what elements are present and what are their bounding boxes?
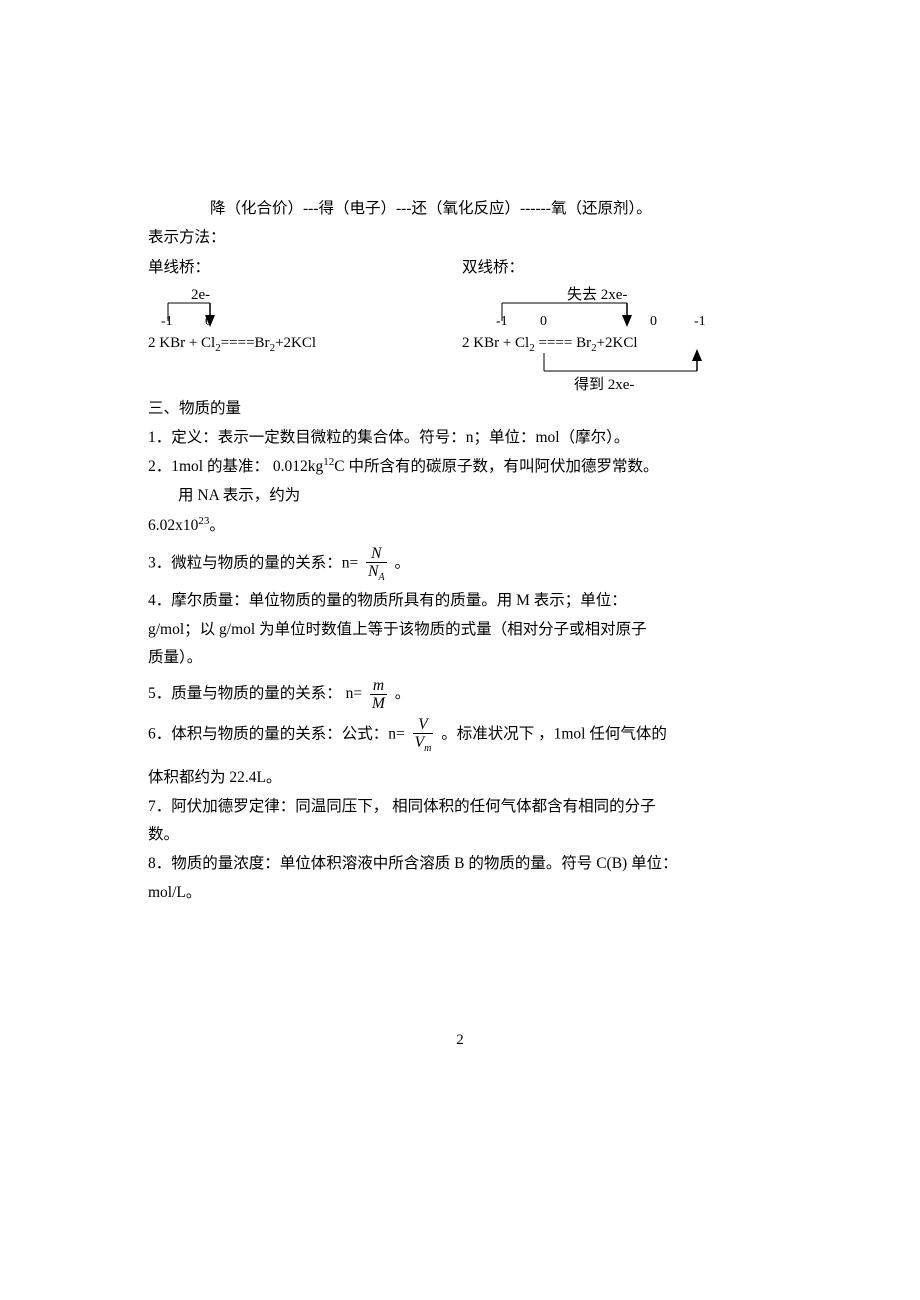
sec3-p7a: 7．阿伏加德罗定律：同温同压下， 相同体积的任何气体都含有相同的分子 (148, 793, 772, 822)
fraction-n-na: N NA (366, 545, 386, 583)
lose-label: 失去 2xe- (567, 286, 627, 303)
dbl-ox-1: -1 (496, 314, 508, 329)
single-ox-right: 0 (205, 314, 212, 329)
mnemonic-line: 降（化合价）---得（电子）---还（氧化反应）------氧（还原剂）。 (148, 195, 772, 224)
single-bridge-diagram: 2e- -1 0 2 KBr + Cl2====Br2+2KCl (148, 285, 408, 357)
single-eq: 2 KBr + Cl2====Br2+2KCl (148, 335, 316, 354)
double-bridge-block: 双线桥： 失去 2xe- -1 0 0 -1 2 KBr + Cl2 ==== … (462, 254, 772, 395)
gain-label: 得到 2xe- (574, 376, 634, 393)
sec3-p2-line2: 用 NA 表示，约为 (148, 482, 772, 511)
sec3-p6: 6．体积与物质的量的关系：公式：n= V Vm 。标准状况下 ，1mol 任何气… (148, 716, 772, 754)
sec3-p6-line2: 体积都约为 22.4L。 (148, 764, 772, 793)
single-bridge-block: 单线桥： 2e- -1 0 2 KBr + Cl2====Br2+2KCl (148, 254, 408, 395)
diagrams-row: 单线桥： 2e- -1 0 2 KBr + Cl2====Br2+2KCl 双线… (148, 254, 772, 395)
single-e-label: 2e- (191, 287, 210, 303)
sec3-p4b: g/mol；以 g/mol 为单位时数值上等于该物质的式量（相对分子或相对原子 (148, 616, 772, 645)
sec3-p2-const: 6.02x1023。 (148, 511, 772, 541)
double-bridge-label: 双线桥： (462, 254, 772, 283)
sec3-p5: 5．质量与物质的量的关系： n= m M 。 (148, 677, 772, 712)
single-bridge-label: 单线桥： (148, 254, 408, 283)
fraction-v-vm: V Vm (413, 716, 434, 754)
fraction-m-M: m M (370, 677, 387, 712)
sec3-heading: 三、物质的量 (148, 395, 772, 424)
double-bottom-arrow-icon (692, 349, 702, 361)
double-bridge-diagram: 失去 2xe- -1 0 0 -1 2 KBr + Cl2 ==== Br2+2… (462, 285, 772, 395)
sec3-p8a: 8．物质的量浓度：单位体积溶液中所含溶质 B 的物质的量。符号 C(B) 单位： (148, 850, 772, 879)
page-number: 2 (148, 1027, 772, 1055)
sec3-p4c: 质量）。 (148, 644, 772, 673)
sec3-p1: 1．定义：表示一定数目微粒的集合体。符号：n；单位：mol（摩尔）。 (148, 424, 772, 453)
sec3-p8b: mol/L。 (148, 879, 772, 908)
double-eq: 2 KBr + Cl2 ==== Br2+2KCl (462, 335, 638, 354)
double-top-arrow-icon (622, 315, 632, 327)
single-ox-left: -1 (161, 314, 173, 329)
sec3-p4a: 4．摩尔质量：单位物质的量的物质所具有的质量。用 M 表示；单位： (148, 587, 772, 616)
method-label: 表示方法： (148, 224, 772, 253)
dbl-ox-2: 0 (540, 314, 547, 329)
sec3-p3: 3．微粒与物质的量的关系：n= N NA 。 (148, 545, 772, 583)
sec3-p2: 2．1mol 的基准： 0.012kg12C 中所含有的碳原子数，有叫阿伏加德罗… (148, 452, 772, 482)
dbl-ox-4: -1 (694, 314, 706, 329)
dbl-ox-3: 0 (650, 314, 657, 329)
sec3-p7b: 数。 (148, 821, 772, 850)
